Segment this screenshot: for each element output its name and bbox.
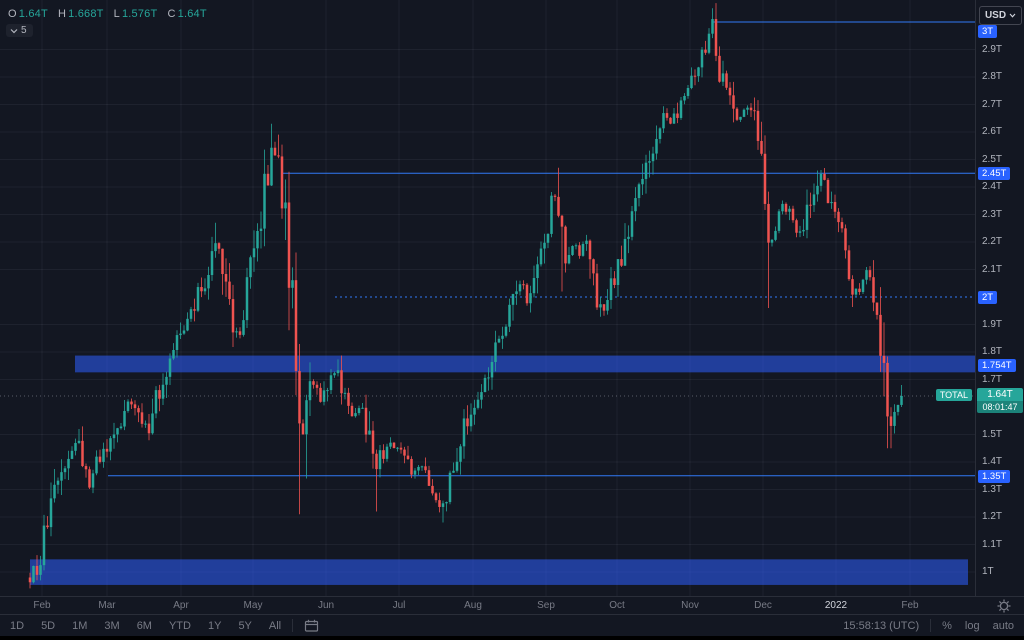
price-tick-1T: 1T	[982, 566, 994, 577]
price-tick-1.9T: 1.9T	[982, 318, 1003, 330]
price-tick-3T: 3T	[978, 25, 998, 38]
price-tick-1.5T: 1.5T	[982, 428, 1003, 440]
price-tick-1.3T: 1.3T	[982, 483, 1003, 495]
price-tick-1.1T: 1.1T	[982, 538, 1003, 550]
range-button-5y[interactable]: 5Y	[238, 619, 252, 632]
close-value: 1.64T	[177, 8, 207, 20]
chevron-down-icon	[1009, 13, 1016, 18]
window-edge	[0, 636, 1024, 640]
range-button-1y[interactable]: 1Y	[207, 619, 222, 632]
price-tick-1.2T: 1.2T	[982, 511, 1003, 522]
bar-countdown: 08:01:47	[977, 401, 1023, 413]
high-label: H	[57, 8, 67, 20]
range-button-3m[interactable]: 3M	[104, 619, 120, 632]
price-tick-1.35T: 1.35T	[978, 469, 1011, 483]
price-tick-2.9T: 2.9T	[982, 43, 1003, 55]
price-tick-2.8T: 2.8T	[982, 71, 1003, 82]
time-label-Aug[interactable]: Aug	[464, 600, 482, 611]
price-tick-1.754T: 1.754T	[978, 358, 1016, 372]
price-tick-2.4T: 2.4T	[982, 181, 1003, 192]
range-button-1m[interactable]: 1M	[72, 619, 88, 632]
price-tick-1.4T: 1.4T	[982, 456, 1003, 467]
price-tick-2T: 2T	[978, 291, 998, 304]
go-to-date-icon[interactable]	[304, 619, 319, 632]
price-tick-2.2T: 2.2T	[982, 236, 1003, 247]
currency-label: USD	[984, 10, 1007, 21]
bottom-toolbar: 1D 5D 1M 3M 6M YTD 1Y 5Y All 15:58:13 (UTC) % lo…	[0, 614, 1024, 636]
ohlc-legend: O 1.64T H 1.668T L 1.576T C 1.64T	[8, 8, 207, 20]
time-label-Feb[interactable]: Feb	[901, 600, 919, 611]
candlestick-plot[interactable]	[0, 0, 975, 596]
symbol-tag: TOTAL	[935, 389, 972, 401]
chevron-down-icon	[10, 28, 18, 33]
current-price-label: 1.64T 08:01:47	[977, 388, 1023, 413]
range-button-1d[interactable]: 1D	[10, 619, 25, 632]
range-selector: 1D 5D 1M 3M 6M YTD 1Y 5Y All	[10, 620, 281, 632]
price-tick-2.45T: 2.45T	[978, 167, 1011, 181]
time-label-Mar[interactable]: Mar	[98, 600, 116, 611]
price-tick-1.8T: 1.8T	[982, 346, 1003, 357]
currency-selector-button[interactable]: USD	[979, 6, 1022, 25]
clock[interactable]: 15:58:13 (UTC)	[843, 619, 920, 632]
range-button-6m[interactable]: 6M	[136, 619, 152, 632]
low-label: L	[113, 8, 120, 20]
indicators-collapse-button[interactable]: 5	[6, 24, 33, 37]
time-label-Jul[interactable]: Jul	[392, 600, 406, 611]
open-label: O	[8, 8, 17, 20]
range-button-5d[interactable]: 5D	[41, 619, 56, 632]
toolbar-right-group: 15:58:13 (UTC) % log auto	[843, 619, 1014, 632]
time-label-May[interactable]: May	[243, 600, 263, 611]
price-tick-2.6T: 2.6T	[982, 126, 1003, 137]
price-axis[interactable]: USD 3T 2.9T 2.8T 2.7T 2.6T 2.5T 2.45T 2.4T 2.3T 2…	[975, 0, 1024, 596]
current-price-value: 1.64T	[977, 388, 1023, 401]
high-value: 1.668T	[68, 8, 104, 20]
price-tick-2.5T: 2.5T	[982, 153, 1003, 165]
time-label-Oct[interactable]: Oct	[609, 600, 625, 611]
range-button-ytd[interactable]: YTD	[168, 619, 191, 632]
toolbar-divider	[930, 619, 932, 632]
time-label-Apr[interactable]: Apr	[173, 600, 189, 611]
price-tick-2.7T: 2.7T	[982, 98, 1003, 110]
time-label-Jun[interactable]: Jun	[317, 600, 335, 611]
chart-area[interactable]: O 1.64T H 1.668T L 1.576T C 1.64T 5 TOTAL	[0, 0, 975, 596]
time-label-Sep[interactable]: Sep	[537, 600, 555, 611]
percent-scale-button[interactable]: %	[942, 619, 952, 632]
time-label-Dec[interactable]: Dec	[754, 600, 772, 611]
time-label-Feb[interactable]: Feb	[33, 600, 51, 611]
log-scale-button[interactable]: log	[964, 619, 980, 632]
low-value: 1.576T	[121, 8, 158, 20]
open-value: 1.64T	[18, 8, 48, 20]
close-label: C	[167, 8, 176, 20]
indicator-count: 5	[21, 25, 27, 36]
auto-scale-button[interactable]: auto	[992, 619, 1014, 632]
time-axis[interactable]: Feb Mar Apr May Jun Jul Aug Sep Oct Nov Dec 2022 Feb	[0, 596, 1024, 615]
price-tick-2.1T: 2.1T	[982, 263, 1003, 275]
time-label-2022[interactable]: 2022	[824, 600, 848, 611]
range-button-all[interactable]: All	[268, 619, 282, 632]
toolbar-divider	[292, 619, 294, 632]
time-label-Nov[interactable]: Nov	[681, 600, 699, 611]
price-tick-2.3T: 2.3T	[982, 208, 1003, 220]
settings-gear-icon[interactable]	[997, 599, 1011, 613]
price-tick-1.7T: 1.7T	[982, 373, 1003, 385]
